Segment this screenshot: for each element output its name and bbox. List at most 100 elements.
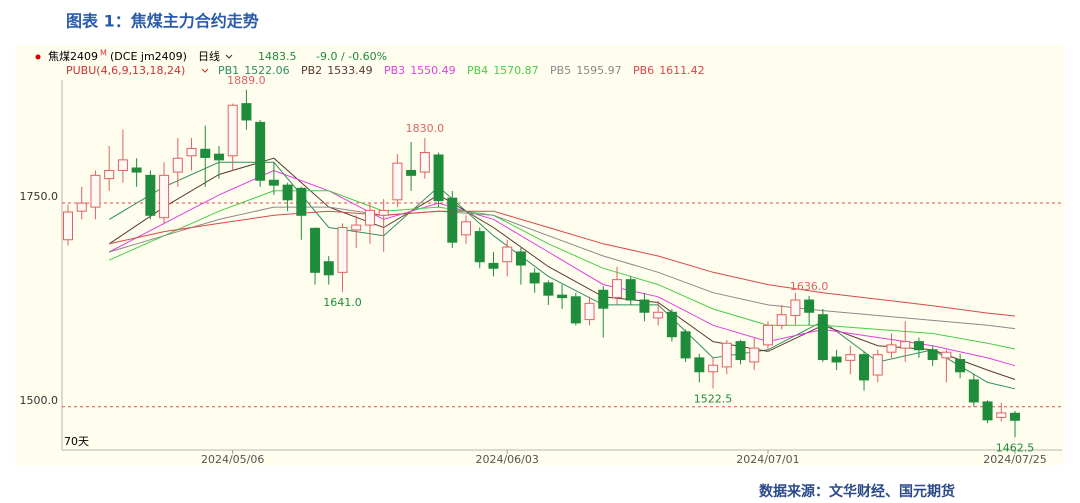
annotation: 1830.0 [406, 122, 445, 135]
candle-body [488, 262, 499, 269]
candle-body [419, 152, 430, 173]
candle-body [227, 104, 238, 157]
candle-body [186, 147, 197, 157]
candle-body [447, 197, 458, 243]
candle-body [859, 354, 870, 381]
candle-body [749, 347, 760, 363]
indicator: PUBU(4,6,9,13,18,24) [66, 64, 185, 77]
candle-body [913, 341, 924, 351]
candle-body [790, 299, 801, 317]
candle-body [351, 224, 362, 231]
candle-body [378, 209, 389, 216]
ma-line [108, 190, 1016, 350]
legend-value: 1550.49 [410, 64, 456, 77]
candle-body [515, 251, 526, 266]
change: -9.0 / -0.60% [316, 50, 387, 63]
candle-body [131, 167, 142, 173]
legend-entry: PB1 1522.06 [218, 64, 290, 77]
candle-body [172, 157, 183, 173]
span-label: 70天 [64, 435, 89, 448]
marker [35, 54, 41, 60]
source: 数据来源：文华财经、国元期货 [759, 483, 955, 500]
candle-body [941, 351, 952, 359]
ma-line [109, 210, 1016, 317]
candle-body [845, 354, 856, 361]
candle-body [90, 174, 101, 208]
candle-body [213, 153, 224, 161]
chevron [225, 54, 233, 59]
legend-name: PB2 [301, 64, 322, 77]
y-tick-label: 1750.0 [20, 190, 59, 203]
legend-name: PB6 [633, 64, 654, 77]
candle-body [474, 231, 485, 263]
legend-value: 1570.87 [493, 64, 539, 77]
x-tick-label: 2024/05/06 [201, 453, 264, 466]
candle-body [433, 154, 444, 202]
panel [15, 45, 1065, 465]
candle-body [145, 174, 156, 216]
candle-body [323, 261, 334, 276]
candle-body [584, 302, 595, 321]
candle-body [159, 174, 170, 219]
candle-body [721, 342, 732, 368]
candle-body [694, 357, 705, 373]
candle-body [76, 202, 87, 212]
candle-body [900, 341, 911, 349]
legend-value: 1533.49 [327, 64, 373, 77]
candle-body [117, 159, 128, 171]
candle-body [831, 356, 842, 363]
x-tick-label: 2024/07/01 [736, 453, 799, 466]
candle-body [392, 162, 403, 201]
candle-body [680, 331, 691, 359]
candle-body [817, 314, 828, 361]
candle-body [200, 148, 211, 158]
candle-body [241, 103, 252, 121]
candle-body [735, 341, 746, 361]
chevron [201, 68, 209, 73]
candle-body [104, 169, 115, 180]
candle-body [461, 221, 472, 236]
candle-body [364, 209, 375, 226]
candle-body [502, 246, 513, 263]
instrument: 焦煤2409 [48, 50, 98, 63]
annotation: 1889.0 [227, 74, 266, 87]
annotation: 1641.0 [323, 296, 362, 309]
x-tick-label: 2024/06/03 [475, 453, 538, 466]
candle-body [296, 187, 307, 216]
last-price: 1483.5 [258, 50, 297, 63]
annotation: 1522.5 [694, 392, 733, 405]
annotation: 1462.5 [996, 441, 1035, 454]
period: 日线 [198, 49, 220, 63]
legend-value: 1522.06 [244, 64, 290, 77]
candle-body [625, 279, 636, 301]
candle-body [406, 169, 417, 176]
chart-title: 图表 1：焦煤主力合约走势 [66, 12, 259, 31]
candle-body [776, 314, 787, 326]
candle-body [337, 227, 348, 273]
legend-name: PB3 [384, 64, 405, 77]
candle-body [653, 311, 664, 319]
candle-body [968, 379, 979, 403]
candle-body [872, 354, 883, 376]
legend-entry: PB4 1570.87 [467, 64, 539, 77]
candle-body [570, 296, 581, 324]
candle-body [63, 211, 73, 241]
code: (DCE jm2409) [110, 50, 187, 63]
x-tick-label: 2024/07/25 [983, 453, 1046, 466]
candle-body [955, 359, 966, 373]
legend-name: PB5 [550, 64, 571, 77]
candle-body [982, 401, 993, 421]
candle-body [310, 227, 321, 273]
candle-body [1010, 412, 1020, 421]
legend-value: 1595.97 [576, 64, 622, 77]
legend-entry: PB3 1550.49 [384, 64, 456, 77]
legend-entry: PB5 1595.97 [550, 64, 622, 77]
candle-body [708, 364, 719, 373]
candle-body [927, 349, 938, 361]
legend-entry: PB6 1611.42 [633, 64, 705, 77]
candle-body [543, 282, 554, 296]
candle-body [557, 294, 568, 299]
candle-body [666, 311, 677, 338]
annotation: 1636.0 [790, 280, 829, 293]
